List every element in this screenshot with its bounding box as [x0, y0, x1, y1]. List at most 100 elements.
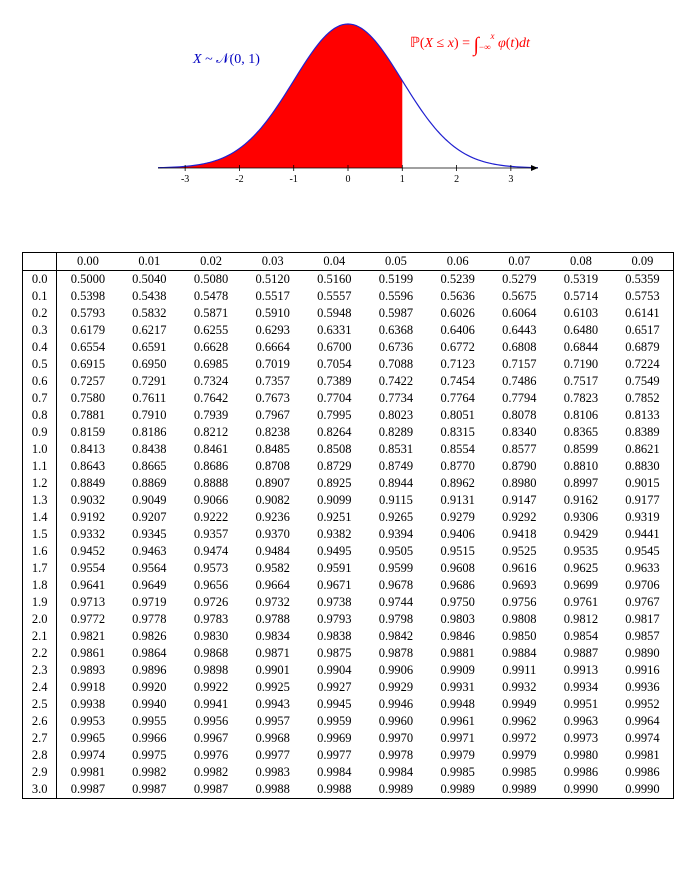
table-cell: 0.6480	[550, 322, 612, 339]
table-cell: 0.9961	[427, 713, 489, 730]
table-cell: 0.9986	[612, 764, 674, 781]
table-cell: 0.5398	[57, 288, 119, 305]
table-cell: 0.7995	[303, 407, 365, 424]
table-cell: 0.9699	[550, 577, 612, 594]
table-cell: 0.9981	[612, 747, 674, 764]
table-cell: 0.9906	[365, 662, 427, 679]
table-cell: 0.6844	[550, 339, 612, 356]
table-cell: 0.9573	[180, 560, 242, 577]
table-cell: 0.9082	[242, 492, 304, 509]
table-cell: 0.5517	[242, 288, 304, 305]
table-row-header: 2.0	[23, 611, 57, 628]
table-cell: 0.9969	[303, 730, 365, 747]
table-cell: 0.9251	[303, 509, 365, 526]
table-cell: 0.6103	[550, 305, 612, 322]
table-cell: 0.8686	[180, 458, 242, 475]
table-row: 2.20.98610.98640.98680.98710.98750.98780…	[23, 645, 674, 662]
table-cell: 0.9878	[365, 645, 427, 662]
table-cell: 0.5359	[612, 271, 674, 289]
table-cell: 0.5279	[488, 271, 550, 289]
table-cell: 0.9319	[612, 509, 674, 526]
table-row-header: 3.0	[23, 781, 57, 799]
table-cell: 0.9406	[427, 526, 489, 543]
table-cell: 0.7611	[119, 390, 181, 407]
table-cell: 0.5438	[119, 288, 181, 305]
table-cell: 0.8621	[612, 441, 674, 458]
table-cell: 0.7967	[242, 407, 304, 424]
table-cell: 0.9713	[57, 594, 119, 611]
table-cell: 0.9706	[612, 577, 674, 594]
table-cell: 0.9934	[550, 679, 612, 696]
table-col-header: 0.01	[119, 253, 181, 271]
table-cell: 0.9474	[180, 543, 242, 560]
table-cell: 0.5160	[303, 271, 365, 289]
table-col-header: 0.00	[57, 253, 119, 271]
table-cell: 0.7734	[365, 390, 427, 407]
table-cell: 0.9162	[550, 492, 612, 509]
table-cell: 0.9846	[427, 628, 489, 645]
table-cell: 0.8554	[427, 441, 489, 458]
table-cell: 0.9756	[488, 594, 550, 611]
table-cell: 0.7939	[180, 407, 242, 424]
table-cell: 0.9641	[57, 577, 119, 594]
table-row-header: 0.1	[23, 288, 57, 305]
table-row-header: 0.6	[23, 373, 57, 390]
table-cell: 0.6293	[242, 322, 304, 339]
table-cell: 0.9974	[612, 730, 674, 747]
table-row: 1.00.84130.84380.84610.84850.85080.85310…	[23, 441, 674, 458]
table-cell: 0.7704	[303, 390, 365, 407]
table-cell: 0.6950	[119, 356, 181, 373]
table-cell: 0.9463	[119, 543, 181, 560]
table-cell: 0.9861	[57, 645, 119, 662]
table-cell: 0.8810	[550, 458, 612, 475]
table-cell: 0.5120	[242, 271, 304, 289]
table-cell: 0.7794	[488, 390, 550, 407]
table-row: 0.20.57930.58320.58710.59100.59480.59870…	[23, 305, 674, 322]
table-cell: 0.9979	[427, 747, 489, 764]
table-cell: 0.6026	[427, 305, 489, 322]
z-table-element: 0.000.010.020.030.040.050.060.070.080.09…	[22, 252, 674, 799]
table-cell: 0.9989	[488, 781, 550, 799]
table-cell: 0.9911	[488, 662, 550, 679]
table-cell: 0.9981	[57, 764, 119, 781]
table-cell: 0.9793	[303, 611, 365, 628]
table-cell: 0.6141	[612, 305, 674, 322]
table-cell: 0.7257	[57, 373, 119, 390]
table-cell: 0.9429	[550, 526, 612, 543]
table-cell: 0.5871	[180, 305, 242, 322]
table-cell: 0.9582	[242, 560, 304, 577]
table-cell: 0.7673	[242, 390, 304, 407]
table-cell: 0.9932	[488, 679, 550, 696]
table-row-header: 2.3	[23, 662, 57, 679]
table-row-header: 2.4	[23, 679, 57, 696]
table-cell: 0.9505	[365, 543, 427, 560]
table-row-header: 1.8	[23, 577, 57, 594]
table-cell: 0.9332	[57, 526, 119, 543]
table-row: 1.20.88490.88690.88880.89070.89250.89440…	[23, 475, 674, 492]
table-cell: 0.9842	[365, 628, 427, 645]
table-cell: 0.9761	[550, 594, 612, 611]
table-cell: 0.9913	[550, 662, 612, 679]
table-row-header: 2.9	[23, 764, 57, 781]
table-cell: 0.9938	[57, 696, 119, 713]
table-row: 2.60.99530.99550.99560.99570.99590.99600…	[23, 713, 674, 730]
table-cell: 0.9896	[119, 662, 181, 679]
table-row: 1.30.90320.90490.90660.90820.90990.91150…	[23, 492, 674, 509]
svg-text:0: 0	[346, 174, 351, 185]
table-row-header: 1.2	[23, 475, 57, 492]
table-cell: 0.7224	[612, 356, 674, 373]
table-cell: 0.9945	[303, 696, 365, 713]
table-cell: 0.9625	[550, 560, 612, 577]
table-cell: 0.8051	[427, 407, 489, 424]
table-cell: 0.9783	[180, 611, 242, 628]
table-cell: 0.9292	[488, 509, 550, 526]
table-cell: 0.9693	[488, 577, 550, 594]
table-cell: 0.8485	[242, 441, 304, 458]
table-cell: 0.9967	[180, 730, 242, 747]
table-cell: 0.8508	[303, 441, 365, 458]
table-cell: 0.7517	[550, 373, 612, 390]
table-cell: 0.8238	[242, 424, 304, 441]
table-cell: 0.9971	[427, 730, 489, 747]
table-cell: 0.9015	[612, 475, 674, 492]
table-cell: 0.9115	[365, 492, 427, 509]
